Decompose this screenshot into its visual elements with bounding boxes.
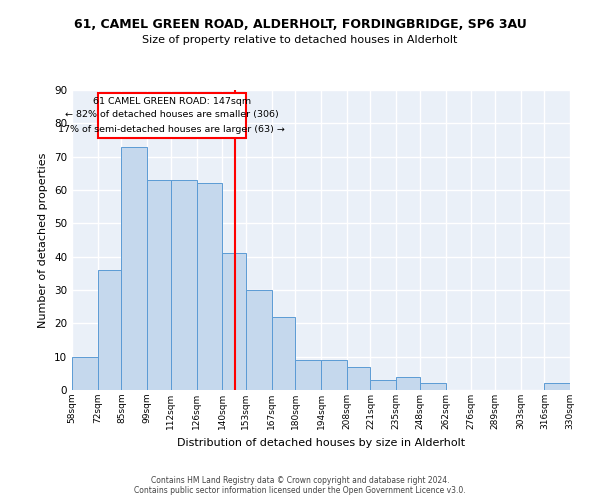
Bar xyxy=(147,180,171,390)
Bar xyxy=(370,380,396,390)
Text: 61 CAMEL GREEN ROAD: 147sqm: 61 CAMEL GREEN ROAD: 147sqm xyxy=(93,97,251,106)
Text: Contains HM Land Registry data © Crown copyright and database right 2024.
Contai: Contains HM Land Registry data © Crown c… xyxy=(134,476,466,495)
Text: Size of property relative to detached houses in Alderholt: Size of property relative to detached ho… xyxy=(142,35,458,45)
FancyBboxPatch shape xyxy=(98,94,246,138)
Bar xyxy=(272,316,295,390)
Text: ← 82% of detached houses are smaller (306): ← 82% of detached houses are smaller (30… xyxy=(65,110,278,120)
Bar xyxy=(544,384,570,390)
Text: 61, CAMEL GREEN ROAD, ALDERHOLT, FORDINGBRIDGE, SP6 3AU: 61, CAMEL GREEN ROAD, ALDERHOLT, FORDING… xyxy=(74,18,526,30)
Bar xyxy=(121,146,147,390)
Text: Distribution of detached houses by size in Alderholt: Distribution of detached houses by size … xyxy=(177,438,465,448)
Bar xyxy=(171,180,197,390)
Bar xyxy=(347,366,370,390)
Bar xyxy=(295,360,321,390)
Text: 17% of semi-detached houses are larger (63) →: 17% of semi-detached houses are larger (… xyxy=(58,125,285,134)
Bar xyxy=(420,384,445,390)
Bar xyxy=(98,270,121,390)
Bar xyxy=(197,184,222,390)
Bar xyxy=(321,360,347,390)
Bar xyxy=(222,254,246,390)
Y-axis label: Number of detached properties: Number of detached properties xyxy=(38,152,49,328)
Bar xyxy=(396,376,420,390)
Bar xyxy=(246,290,272,390)
Bar xyxy=(72,356,98,390)
